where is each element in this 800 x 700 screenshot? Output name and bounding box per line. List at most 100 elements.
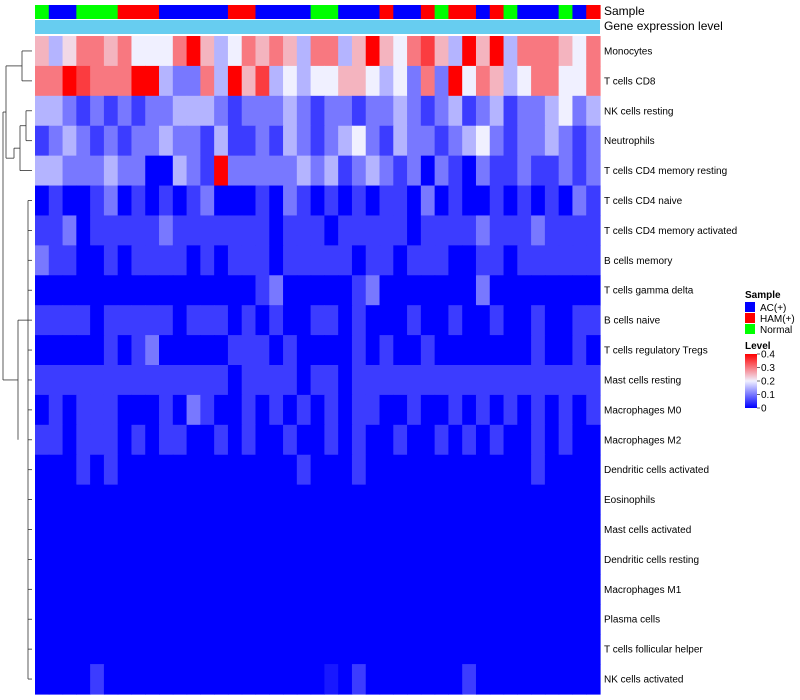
heatmap-cell bbox=[531, 125, 546, 157]
heatmap-cell bbox=[475, 365, 491, 396]
heatmap-cell bbox=[227, 65, 243, 97]
heatmap-cell bbox=[62, 65, 77, 97]
heatmap-cell bbox=[558, 484, 574, 516]
row-label: NK cells resting bbox=[604, 106, 673, 117]
heatmap-cell bbox=[241, 634, 257, 665]
heatmap-cell bbox=[448, 245, 463, 276]
heatmap-cell bbox=[76, 454, 91, 486]
heatmap-cell bbox=[420, 125, 436, 157]
heatmap-cell bbox=[558, 155, 574, 187]
heatmap-cell bbox=[544, 514, 560, 546]
heatmap-cell bbox=[544, 245, 560, 276]
heatmap-cell bbox=[255, 424, 270, 456]
heatmap-cell bbox=[62, 394, 77, 426]
heatmap-cell bbox=[310, 634, 325, 665]
heatmap-cell bbox=[475, 424, 491, 456]
heatmap-cell bbox=[434, 65, 450, 97]
heatmap-cell bbox=[48, 275, 64, 306]
heatmap-cell bbox=[200, 215, 215, 246]
heatmap-cell bbox=[159, 155, 174, 187]
heatmap-cell bbox=[379, 36, 394, 67]
heatmap-cell bbox=[227, 514, 243, 546]
heatmap-cell bbox=[462, 275, 477, 306]
heatmap-cell bbox=[420, 185, 436, 217]
heatmap-cell bbox=[558, 335, 574, 366]
heatmap-cell bbox=[76, 365, 91, 396]
heatmap-cell bbox=[296, 36, 312, 67]
heatmap-cell bbox=[255, 185, 270, 217]
heatmap-cell bbox=[448, 424, 463, 456]
heatmap-cell bbox=[214, 36, 229, 67]
heatmap-cell bbox=[310, 335, 325, 366]
heatmap-cell bbox=[407, 544, 422, 575]
heatmap-cell bbox=[241, 574, 257, 605]
heatmap-cell bbox=[393, 275, 408, 306]
heatmap-cell bbox=[420, 245, 436, 276]
heatmap-cell bbox=[283, 185, 298, 217]
heatmap-cell bbox=[159, 604, 174, 635]
heatmap-cell bbox=[103, 634, 119, 665]
heatmap-cell bbox=[103, 245, 119, 276]
heatmap-cell bbox=[227, 454, 243, 486]
heatmap-cell bbox=[103, 95, 119, 127]
heatmap-cell bbox=[296, 275, 312, 306]
heatmap-cell bbox=[227, 155, 243, 187]
heatmap-cell bbox=[462, 36, 477, 67]
heatmap-cell bbox=[338, 65, 353, 97]
heatmap-cell bbox=[310, 514, 325, 546]
heatmap-cell bbox=[324, 275, 339, 306]
heatmap-cell bbox=[338, 424, 353, 456]
heatmap-cell bbox=[503, 155, 518, 187]
heatmap-cell bbox=[131, 394, 146, 426]
heatmap-cell bbox=[434, 365, 450, 396]
row-label: Dendritic cells activated bbox=[604, 465, 709, 476]
heatmap-cell bbox=[351, 125, 367, 157]
sample-annotation-cell bbox=[558, 5, 574, 19]
heatmap-cell bbox=[117, 394, 133, 426]
heatmap-cell bbox=[117, 155, 133, 187]
heatmap-cell bbox=[200, 125, 215, 157]
heatmap-cell bbox=[434, 544, 450, 575]
heatmap-cell bbox=[145, 514, 160, 546]
heatmap-cell bbox=[283, 65, 298, 97]
heatmap-cell bbox=[269, 365, 284, 396]
sample-annotation-cell bbox=[227, 5, 243, 19]
heatmap-cell bbox=[241, 424, 257, 456]
heatmap-cell bbox=[586, 305, 601, 336]
heatmap-cell bbox=[90, 424, 105, 456]
heatmap-cell bbox=[76, 634, 91, 665]
heatmap-cell bbox=[214, 484, 229, 516]
row-label: T cells CD4 naive bbox=[604, 196, 683, 207]
heatmap-cell bbox=[35, 514, 50, 546]
heatmap-cell bbox=[531, 65, 546, 97]
heatmap-cell bbox=[379, 215, 394, 246]
heatmap-cell bbox=[62, 125, 77, 157]
heatmap-cell bbox=[214, 634, 229, 665]
heatmap-cell bbox=[379, 514, 394, 546]
heatmap-cell bbox=[145, 424, 160, 456]
heatmap-cell bbox=[214, 454, 229, 486]
heatmap-cell bbox=[448, 335, 463, 366]
heatmap-cell bbox=[76, 245, 91, 276]
heatmap-cell bbox=[90, 664, 105, 695]
heatmap-cell bbox=[310, 215, 325, 246]
heatmap-cell bbox=[517, 484, 532, 516]
heatmap-cell bbox=[365, 365, 381, 396]
heatmap-cell bbox=[448, 185, 463, 217]
heatmap-cell bbox=[214, 275, 229, 306]
heatmap-cell bbox=[214, 95, 229, 127]
heatmap-cell bbox=[48, 604, 64, 635]
heatmap-cell bbox=[338, 454, 353, 486]
heatmap-cell bbox=[448, 634, 463, 665]
heatmap-cell bbox=[227, 305, 243, 336]
heatmap-cell bbox=[159, 95, 174, 127]
heatmap-cell bbox=[338, 634, 353, 665]
heatmap-cell bbox=[145, 275, 160, 306]
heatmap-cell bbox=[586, 394, 601, 426]
heatmap-cell bbox=[227, 215, 243, 246]
heatmap-cell bbox=[517, 574, 532, 605]
heatmap-cell bbox=[517, 365, 532, 396]
heatmap-cell bbox=[214, 664, 229, 695]
sample-legend-title: Sample bbox=[745, 290, 781, 301]
heatmap-cell bbox=[434, 394, 450, 426]
